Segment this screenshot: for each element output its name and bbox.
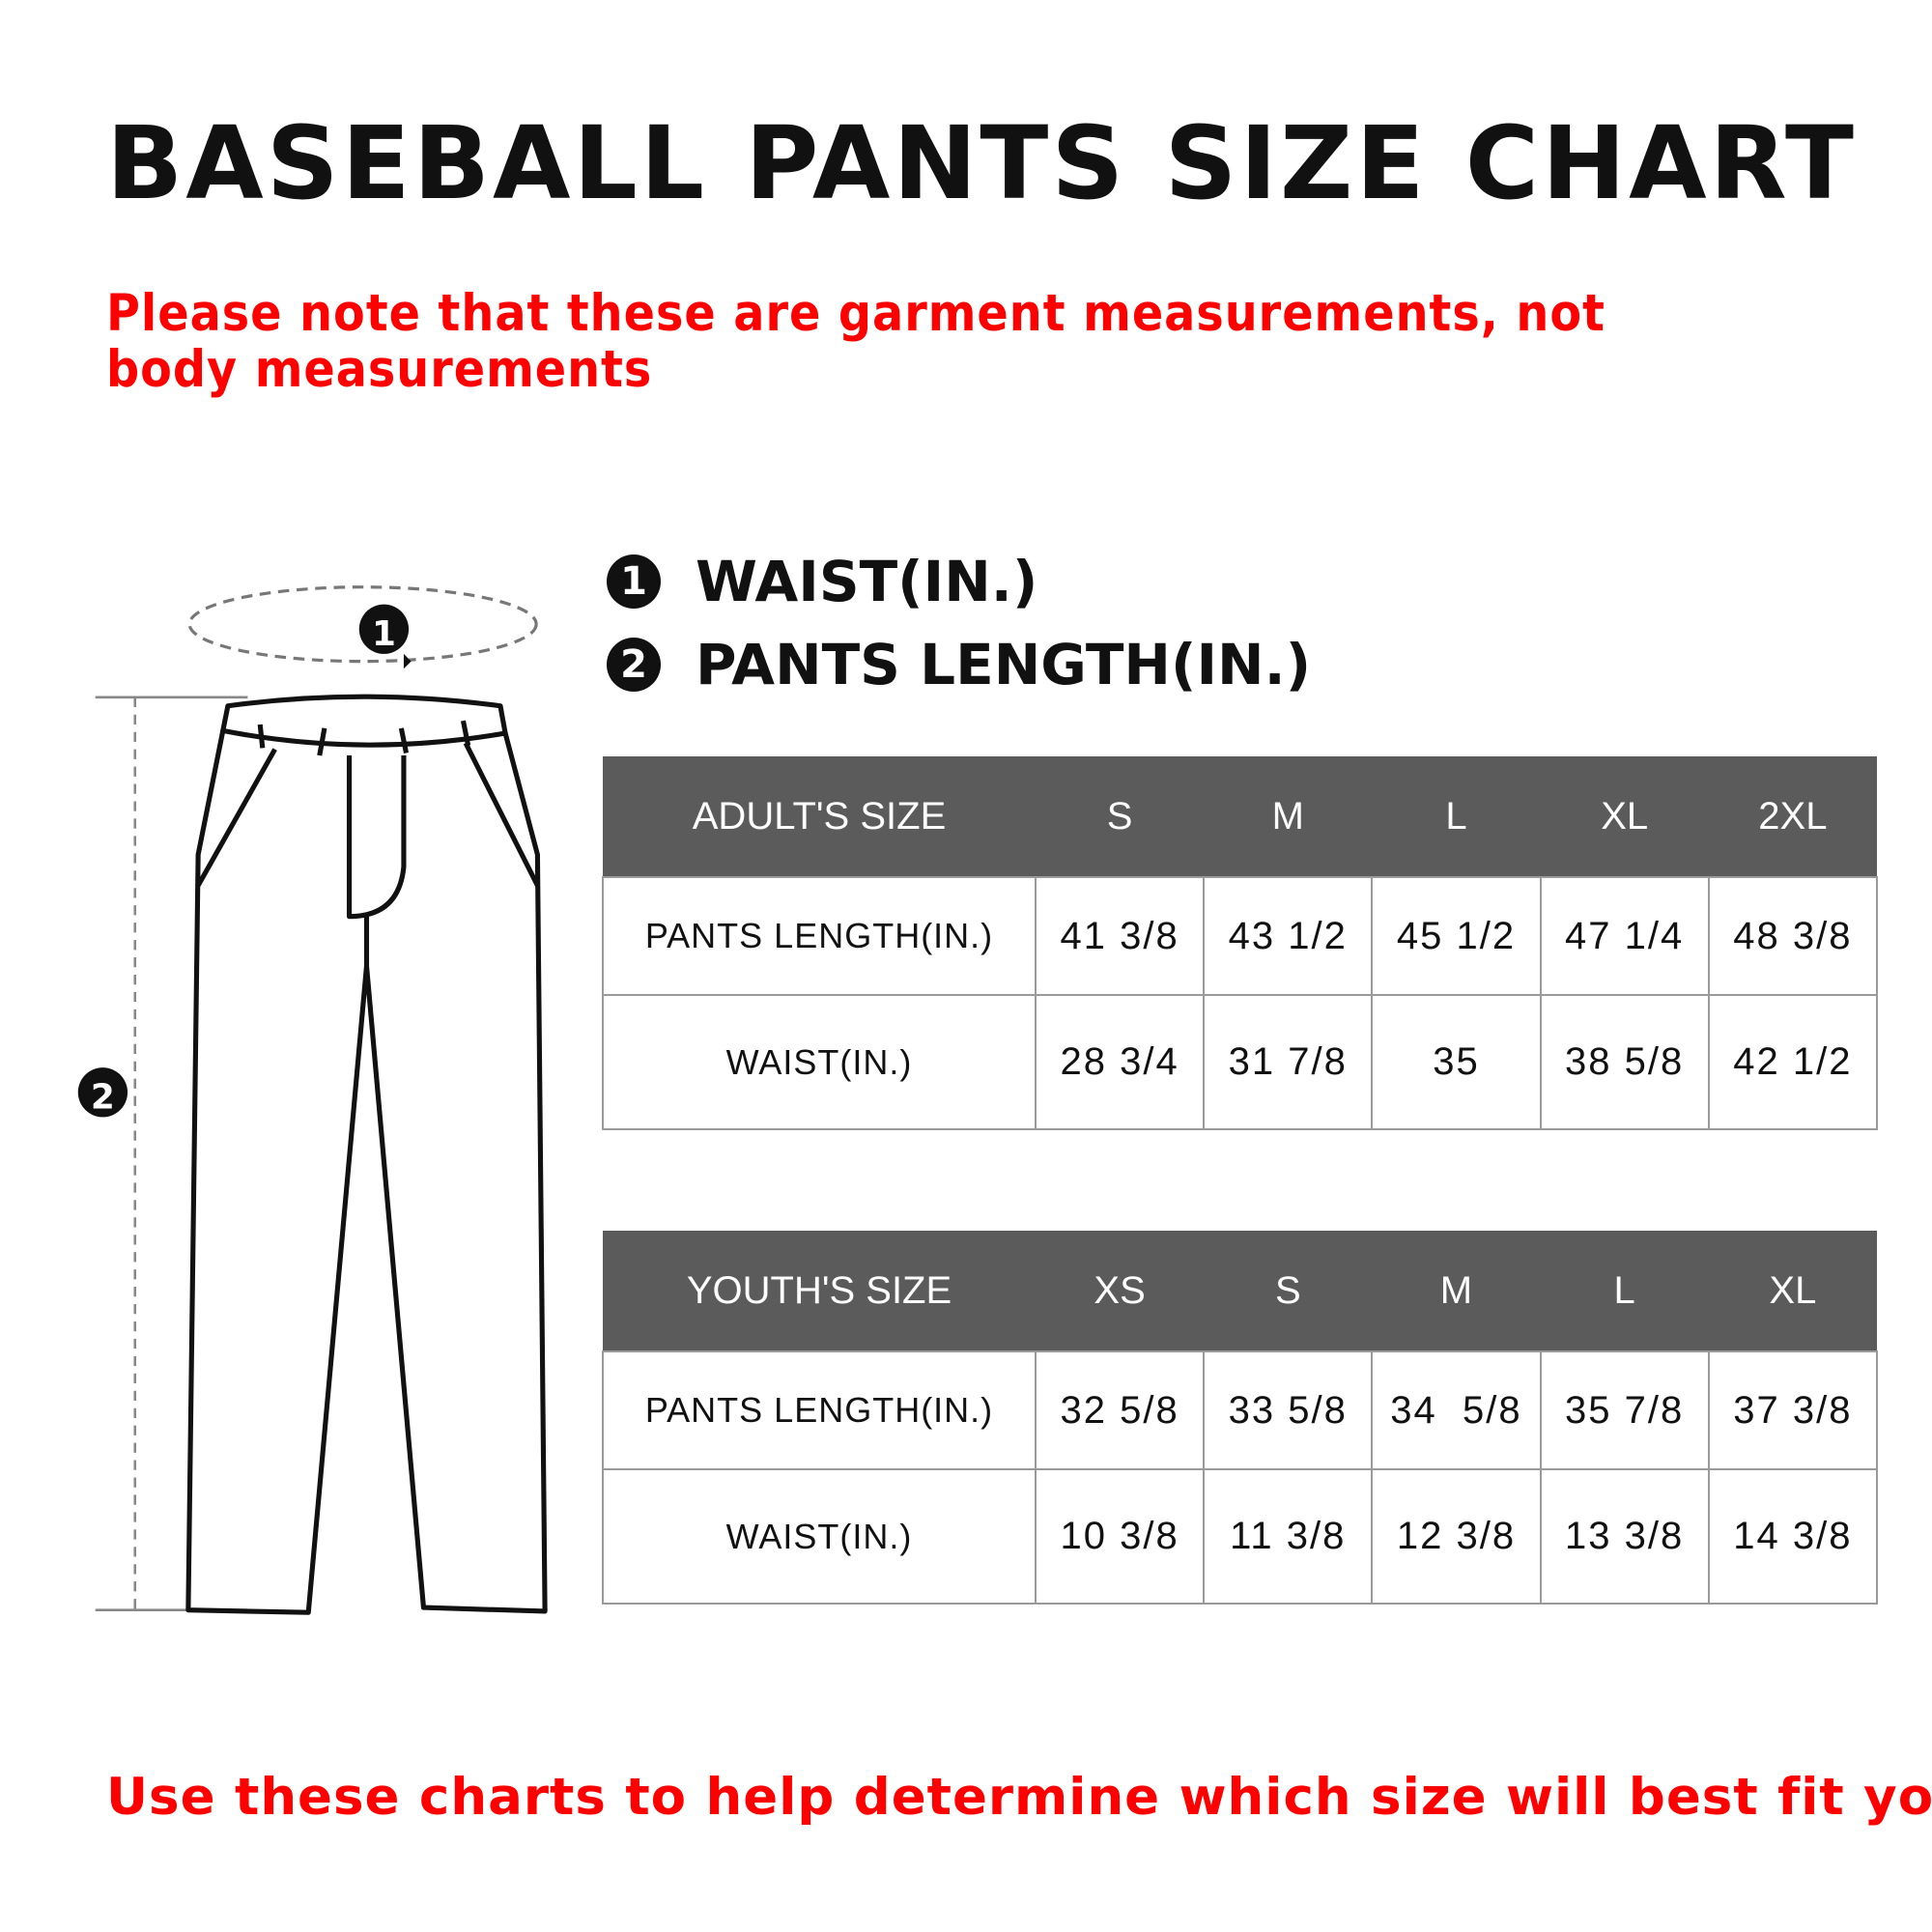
table-cell: 38 5/8 bbox=[1539, 994, 1710, 1130]
table-row: PANTS LENGTH(IN.) 41 3/8 43 1/2 45 1/2 4… bbox=[602, 876, 1879, 996]
table-cell: 32 5/8 bbox=[1034, 1350, 1206, 1470]
table-row: WAIST(IN.) 28 3/4 31 7/8 35 38 5/8 42 1/… bbox=[602, 994, 1879, 1130]
table-header-row: ADULT'S SIZE S M L XL 2XL bbox=[603, 756, 1877, 877]
legend-label: WAIST(IN.) bbox=[696, 549, 1038, 614]
legend-waist: 1 WAIST(IN.) bbox=[607, 549, 1037, 614]
header-cell: M bbox=[1372, 1231, 1541, 1351]
table-cell: 48 3/8 bbox=[1707, 876, 1879, 996]
header-cell: S bbox=[1204, 1231, 1373, 1351]
table-cell: 35 bbox=[1371, 994, 1542, 1130]
table-cell: 33 5/8 bbox=[1203, 1350, 1374, 1470]
legend-pants-length: 2 PANTS LENGTH(IN.) bbox=[607, 632, 1311, 697]
row-label: PANTS LENGTH(IN.) bbox=[602, 1350, 1037, 1470]
legend-label: PANTS LENGTH(IN.) bbox=[696, 632, 1312, 697]
footer-note: Use these charts to help determine which… bbox=[106, 1768, 1932, 1827]
row-label: WAIST(IN.) bbox=[602, 1468, 1037, 1605]
adult-size-table: ADULT'S SIZE S M L XL 2XL PANTS LENGTH(I… bbox=[602, 756, 1879, 1130]
table-cell: 13 3/8 bbox=[1539, 1468, 1710, 1605]
svg-text:1: 1 bbox=[372, 614, 396, 654]
header-cell: XL bbox=[1540, 756, 1709, 877]
header-cell: XL bbox=[1708, 1231, 1877, 1351]
header-cell: M bbox=[1204, 756, 1373, 877]
marker-2-icon bbox=[77, 1067, 128, 1118]
table-cell: 35 7/8 bbox=[1539, 1350, 1710, 1470]
header-cell: XS bbox=[1036, 1231, 1205, 1351]
page-title: BASEBALL PANTS SIZE CHART bbox=[106, 104, 1857, 222]
table-cell: 11 3/8 bbox=[1203, 1468, 1374, 1605]
header-cell: L bbox=[1540, 1231, 1709, 1351]
header-cell: 2XL bbox=[1708, 756, 1877, 877]
number-2-icon: 2 bbox=[607, 638, 661, 692]
table-cell: 34 5/8 bbox=[1371, 1350, 1542, 1470]
table-cell: 42 1/2 bbox=[1707, 994, 1879, 1130]
row-label: WAIST(IN.) bbox=[602, 994, 1037, 1130]
table-cell: 31 7/8 bbox=[1203, 994, 1374, 1130]
measurement-note: Please note that these are garment measu… bbox=[106, 284, 1605, 399]
header-cell: S bbox=[1036, 756, 1205, 877]
table-cell: 43 1/2 bbox=[1203, 876, 1374, 996]
header-cell: ADULT'S SIZE bbox=[603, 756, 1036, 877]
table-cell: 41 3/8 bbox=[1034, 876, 1206, 996]
marker-1-icon bbox=[358, 604, 410, 654]
table-cell: 37 3/8 bbox=[1707, 1350, 1879, 1470]
table-cell: 10 3/8 bbox=[1034, 1468, 1206, 1605]
waist-measure-ellipse bbox=[187, 585, 538, 664]
table-row: WAIST(IN.) 10 3/8 11 3/8 12 3/8 13 3/8 1… bbox=[602, 1468, 1879, 1605]
table-cell: 47 1/4 bbox=[1539, 876, 1710, 996]
youth-size-table: YOUTH'S SIZE XS S M L XL PANTS LENGTH(IN… bbox=[602, 1231, 1879, 1605]
svg-text:2: 2 bbox=[91, 1077, 115, 1117]
table-cell: 12 3/8 bbox=[1371, 1468, 1542, 1605]
header-cell: YOUTH'S SIZE bbox=[603, 1231, 1036, 1351]
table-row: PANTS LENGTH(IN.) 32 5/8 33 5/8 34 5/8 3… bbox=[602, 1350, 1879, 1470]
table-cell: 45 1/2 bbox=[1371, 876, 1542, 996]
table-cell: 28 3/4 bbox=[1034, 994, 1206, 1130]
header-cell: L bbox=[1372, 756, 1541, 877]
table-header-row: YOUTH'S SIZE XS S M L XL bbox=[603, 1231, 1877, 1351]
table-cell: 14 3/8 bbox=[1707, 1468, 1879, 1605]
number-1-icon: 1 bbox=[607, 554, 661, 609]
row-label: PANTS LENGTH(IN.) bbox=[602, 876, 1037, 996]
